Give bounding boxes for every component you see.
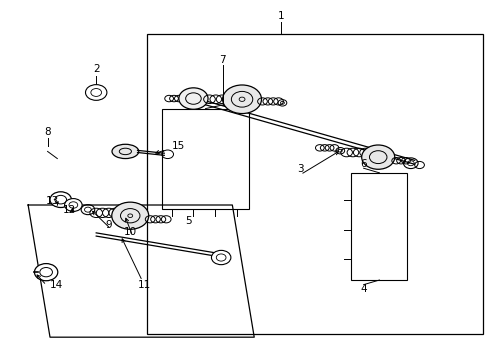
Bar bbox=[147, 33, 482, 334]
Circle shape bbox=[211, 250, 230, 265]
Text: 4: 4 bbox=[360, 284, 366, 294]
Text: 15: 15 bbox=[171, 141, 184, 151]
Circle shape bbox=[34, 264, 58, 281]
Text: 14: 14 bbox=[50, 280, 63, 291]
Bar bbox=[351, 173, 407, 280]
Circle shape bbox=[361, 145, 394, 169]
Circle shape bbox=[222, 85, 261, 113]
Circle shape bbox=[179, 88, 207, 109]
Circle shape bbox=[112, 202, 148, 229]
Bar bbox=[162, 109, 249, 208]
Text: 6: 6 bbox=[360, 159, 366, 169]
Circle shape bbox=[85, 85, 107, 100]
Circle shape bbox=[50, 192, 71, 207]
Ellipse shape bbox=[112, 144, 139, 158]
Text: 11: 11 bbox=[138, 280, 151, 291]
Text: 10: 10 bbox=[123, 227, 137, 237]
Text: 3: 3 bbox=[297, 164, 303, 174]
Text: 13: 13 bbox=[46, 197, 59, 206]
Text: 5: 5 bbox=[185, 216, 191, 226]
Text: 9: 9 bbox=[105, 220, 111, 230]
Text: 7: 7 bbox=[219, 55, 225, 65]
Circle shape bbox=[64, 199, 82, 211]
Text: 1: 1 bbox=[277, 11, 284, 21]
Text: 2: 2 bbox=[93, 64, 100, 74]
Text: 12: 12 bbox=[62, 205, 76, 215]
Text: 8: 8 bbox=[44, 127, 51, 137]
